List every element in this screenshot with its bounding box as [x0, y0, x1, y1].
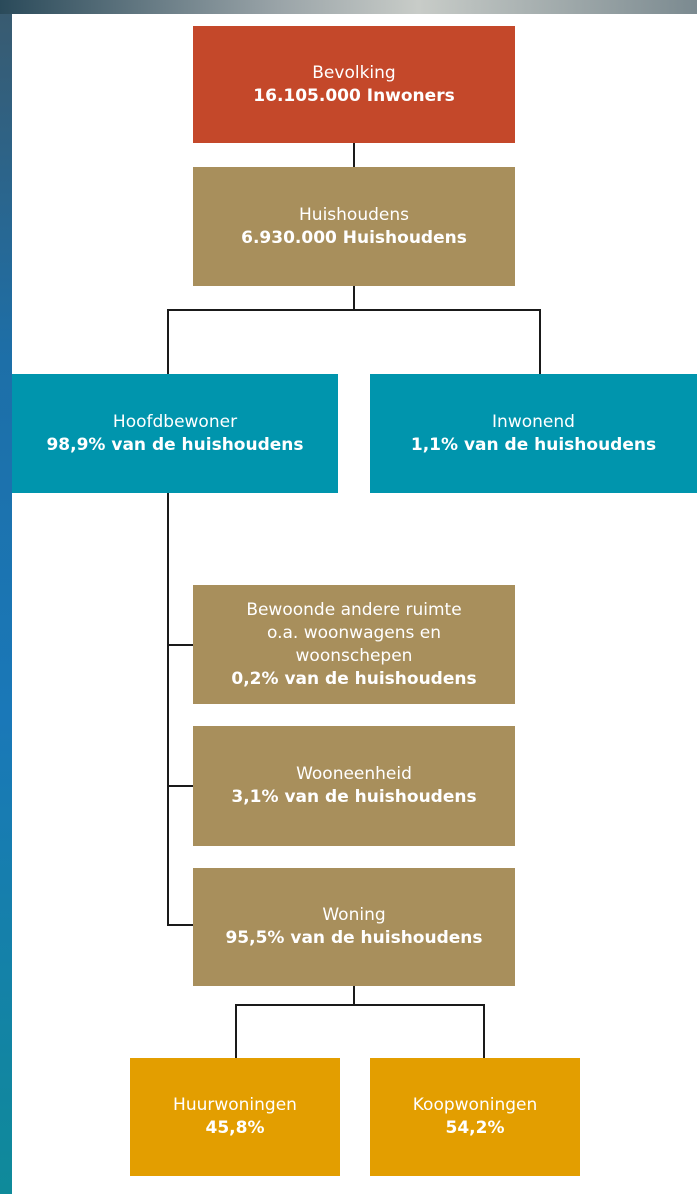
node-label: o.a. woonwagens en — [267, 622, 441, 645]
node-value: 45,8% — [206, 1117, 265, 1140]
node-label: Huishoudens — [299, 204, 409, 227]
node-label: Wooneenheid — [296, 763, 412, 786]
node-value: 54,2% — [446, 1117, 505, 1140]
node-box: Bevolking 16.105.000 Inwoners — [193, 26, 515, 143]
connector — [167, 785, 193, 787]
node-box: Wooneenheid 3,1% van de huishoudens — [193, 726, 515, 846]
node-value: 95,5% van de huishoudens — [225, 927, 482, 950]
node-box: Hoofdbewoner 98,9% van de huishoudens — [12, 374, 338, 493]
connector — [235, 1004, 237, 1058]
connector — [167, 309, 169, 374]
node-box: Koopwoningen 54,2% — [370, 1058, 580, 1176]
node-box: Woning 95,5% van de huishoudens — [193, 868, 515, 986]
node-label: Woning — [322, 904, 385, 927]
node-label: Hoofdbewoner — [113, 411, 237, 434]
node-box: Huurwoningen 45,8% — [130, 1058, 340, 1176]
connector — [167, 924, 193, 926]
node-box: Inwonend 1,1% van de huishoudens — [370, 374, 697, 493]
connector — [353, 286, 355, 310]
node-value: 6.930.000 Huishoudens — [241, 227, 467, 250]
node-value: 3,1% van de huishoudens — [231, 786, 476, 809]
node-box: Huishoudens 6.930.000 Huishoudens — [193, 167, 515, 286]
node-label: Inwonend — [492, 411, 575, 434]
connector — [539, 309, 541, 374]
node-label: Bevolking — [312, 62, 395, 85]
node-label: Huurwoningen — [173, 1094, 297, 1117]
node-value: 16.105.000 Inwoners — [253, 85, 454, 108]
connector — [167, 493, 169, 926]
node-label: woonschepen — [296, 645, 413, 668]
photo-edge — [0, 0, 697, 14]
connector — [483, 1004, 485, 1058]
connector — [235, 1004, 485, 1006]
connector — [167, 309, 541, 311]
connector — [353, 143, 355, 167]
node-value: 1,1% van de huishoudens — [411, 434, 656, 457]
node-label: Koopwoningen — [413, 1094, 538, 1117]
photo-edge — [0, 0, 12, 1194]
node-value: 0,2% van de huishoudens — [231, 668, 476, 691]
node-value: 98,9% van de huishoudens — [46, 434, 303, 457]
connector — [167, 644, 193, 646]
node-label: Bewoonde andere ruimte — [246, 599, 461, 622]
node-box: Bewoonde andere ruimte o.a. woonwagens e… — [193, 585, 515, 704]
connector — [353, 986, 355, 1006]
page: {"nodes": [ {"label": "Bevolking", "valu… — [0, 0, 697, 1194]
